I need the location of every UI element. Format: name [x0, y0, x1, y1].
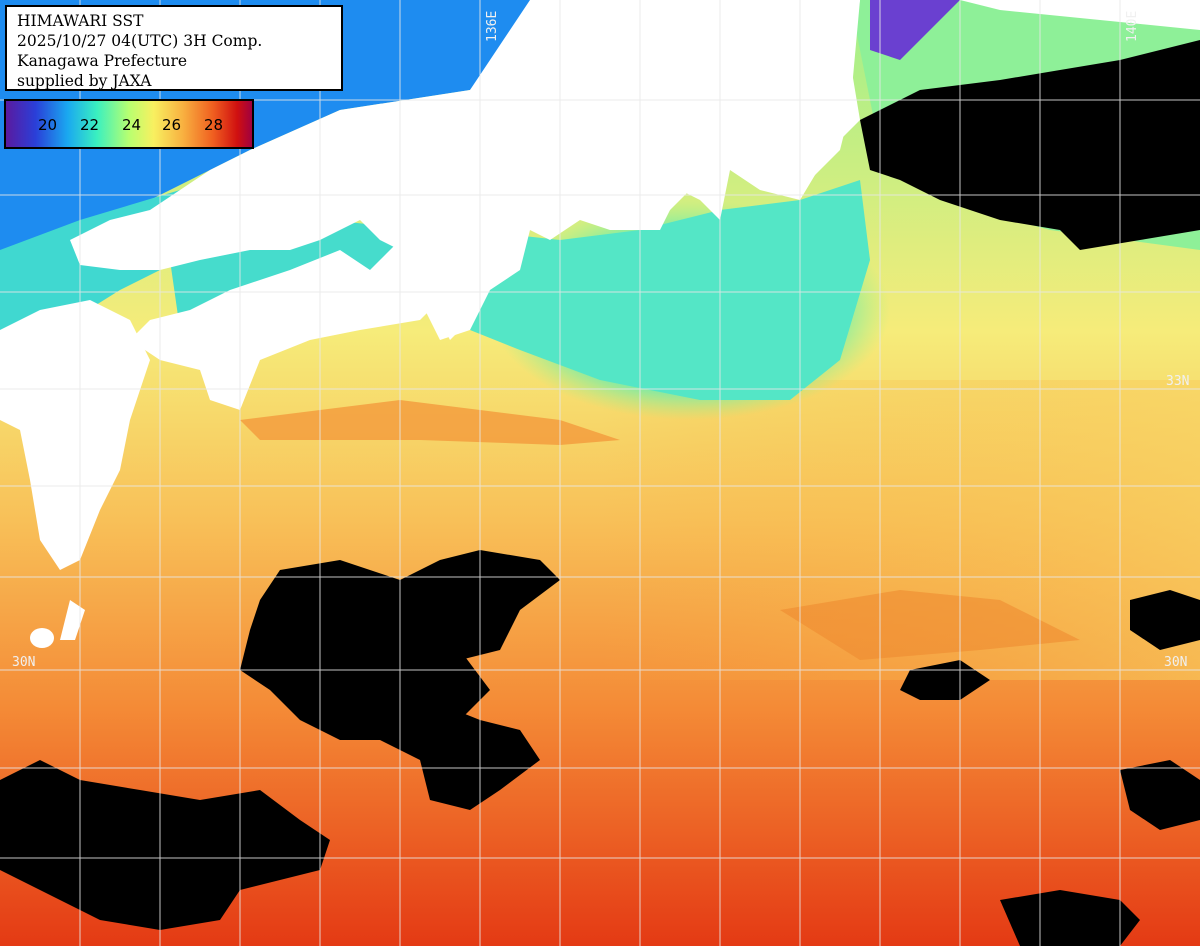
- cloud-north-east: [860, 40, 1200, 250]
- land-north-east: [960, 0, 1200, 30]
- title-box: HIMAWARI SST 2025/10/27 04(UTC) 3H Comp.…: [5, 5, 343, 91]
- cloud-south-far: [1000, 890, 1140, 946]
- legend-tick-24: 24: [122, 116, 141, 134]
- land-masses: [0, 0, 1200, 648]
- kuroshio-streak: [240, 400, 620, 445]
- cloud-central-south: [400, 640, 490, 720]
- cloud-south-west: [0, 760, 330, 930]
- legend-color-bar: [6, 101, 252, 147]
- label-lon-136: 136E: [485, 11, 500, 42]
- title-region: Kanagawa Prefecture: [17, 52, 188, 70]
- legend-tick-20: 20: [38, 116, 57, 134]
- warm-streak-east: [780, 590, 1080, 660]
- legend-tick-28: 28: [204, 116, 223, 134]
- cold-water-bay-east: [870, 0, 960, 60]
- land-shikoku: [130, 240, 440, 410]
- land-yakushima: [30, 628, 54, 648]
- color-legend: 20 22 24 26 28: [4, 99, 254, 149]
- legend-tick-26: 26: [162, 116, 181, 134]
- cloud-south-east: [1120, 760, 1200, 830]
- label-lon-140: 140E: [1125, 11, 1140, 42]
- land-tanegashima: [60, 600, 85, 640]
- label-lat-33-right: 33N: [1166, 374, 1189, 389]
- title-product: HIMAWARI SST: [17, 12, 144, 30]
- title-credit: supplied by JAXA: [17, 72, 152, 90]
- land-kyushu: [0, 300, 150, 570]
- cloud-east-far: [1130, 590, 1200, 650]
- land-kii-inner: [400, 0, 860, 340]
- title-datetime: 2025/10/27 04(UTC) 3H Comp.: [17, 32, 263, 50]
- legend-tick-22: 22: [80, 116, 99, 134]
- label-lat-30-right: 30N: [1164, 655, 1187, 670]
- label-lat-30-left: 30N: [12, 655, 35, 670]
- cool-coastal-strip: [470, 180, 870, 400]
